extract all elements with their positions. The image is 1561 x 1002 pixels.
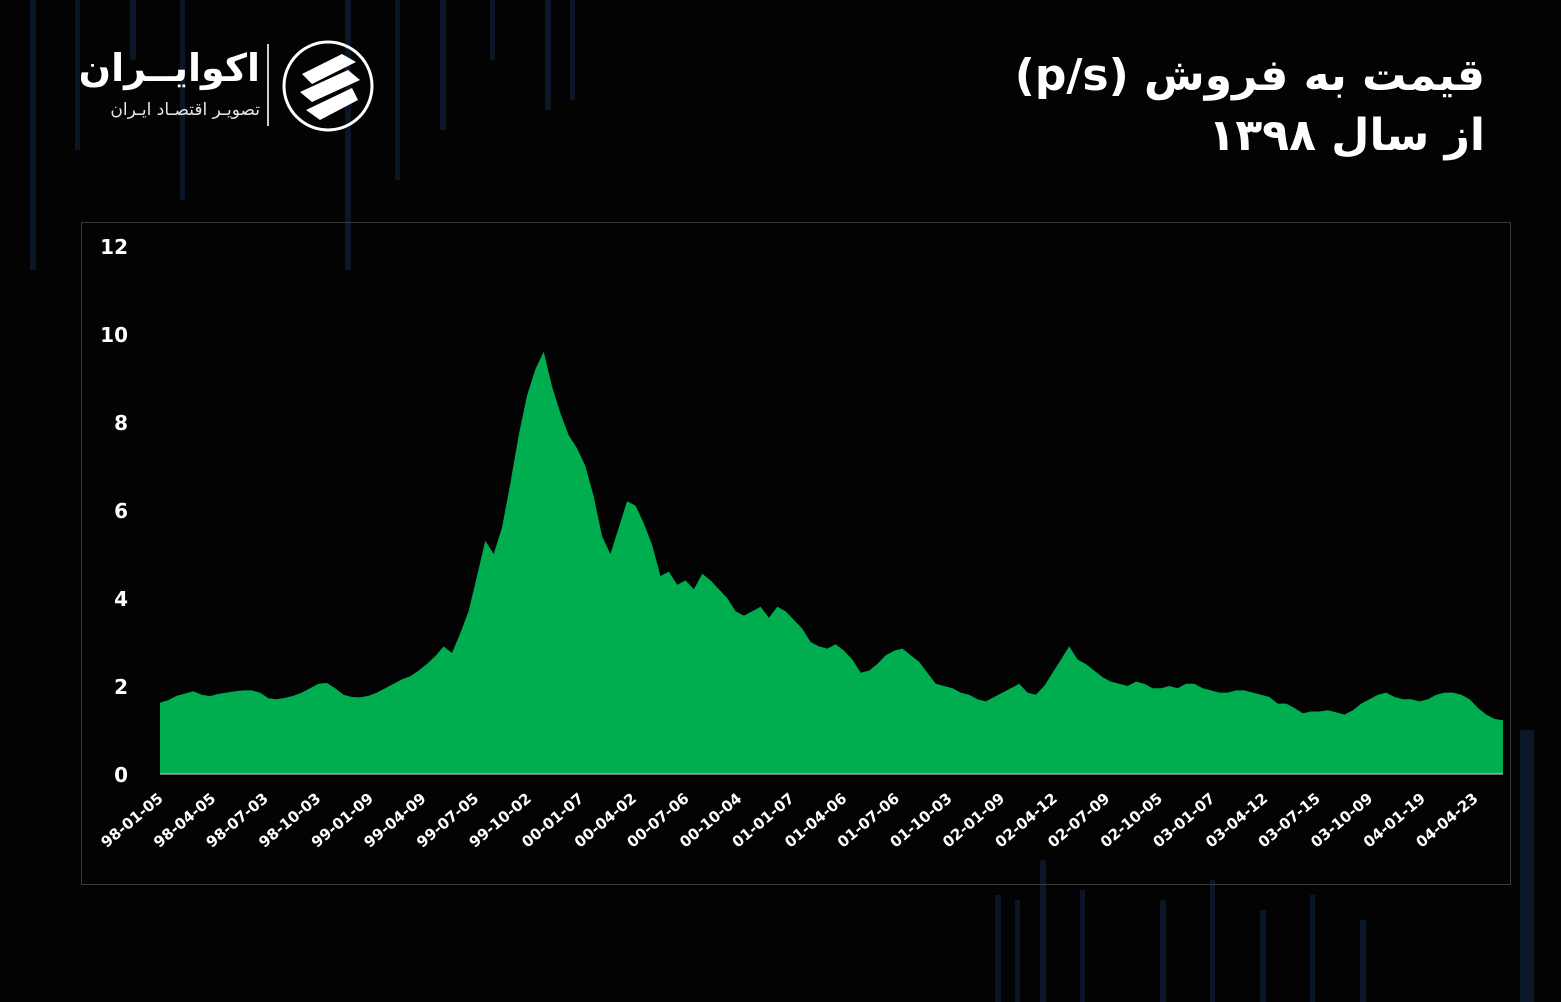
plot-area	[160, 351, 1503, 775]
x-axis: 98-01-0598-04-0598-07-0398-10-0399-01-09…	[97, 789, 1481, 851]
y-tick-label: 6	[114, 499, 128, 523]
y-tick-label: 8	[114, 411, 128, 435]
logo-name: اکوایــران	[78, 46, 260, 90]
y-tick-label: 12	[100, 235, 128, 259]
y-tick-label: 2	[114, 675, 128, 699]
ecoiran-logo-icon	[282, 40, 374, 132]
chart-subtitle: از سال ۱۳۹۸	[1208, 110, 1485, 161]
chart-title-block: قیمت به فروش (p/s) از سال ۱۳۹۸	[1015, 46, 1485, 166]
logo-tagline: تصویـر اقتصـاد ایـران	[110, 100, 260, 120]
y-tick-label: 10	[100, 323, 128, 347]
chart-frame	[81, 222, 1511, 885]
chart-title: قیمت به فروش (p/s)	[1014, 50, 1485, 101]
logo: اکوایــران تصویـر اقتصـاد ایـران	[60, 40, 380, 135]
ps-area-series	[160, 351, 1503, 774]
y-axis: 0 2 4 6 8 10 12	[100, 235, 128, 787]
logo-separator	[267, 44, 269, 126]
y-tick-label: 4	[114, 587, 128, 611]
y-tick-label: 0	[114, 763, 128, 787]
